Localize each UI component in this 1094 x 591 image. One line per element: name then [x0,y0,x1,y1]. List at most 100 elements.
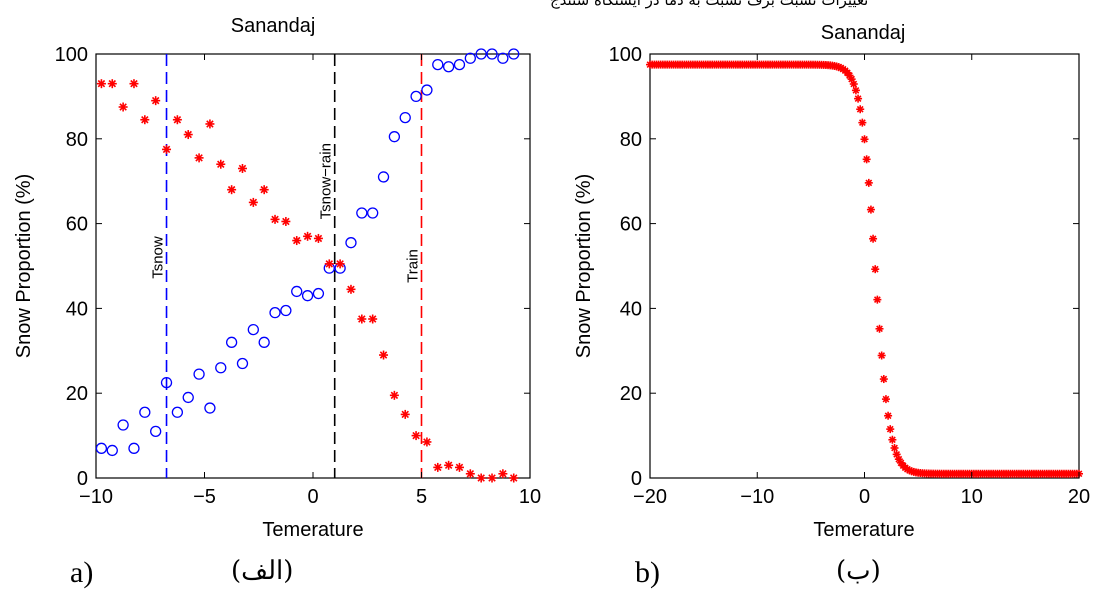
curve-point [862,155,871,164]
rain-point [379,350,389,360]
snow-point [215,362,227,374]
top-caption-strip: تغییرات نسبت برف نسبت به دما در ایستگاه … [550,0,869,9]
snow-point [486,48,498,60]
snow-point [95,442,108,454]
snow-point [171,406,184,418]
curve-point [851,86,860,95]
snow-point [139,406,151,418]
snow-point [508,48,520,60]
rain-point [509,473,519,483]
snow-point [432,58,444,71]
snow-point [225,336,238,348]
snow-point [160,376,173,389]
rain-point [454,462,464,472]
rain-point [389,390,399,400]
threshold-label-0: Tsnow [150,236,167,279]
snow-point [421,84,433,96]
panel-a-title: Sanandaj [231,15,316,37]
rain-point [498,469,508,479]
panel-b-ytick-label: 20 [620,383,642,405]
rain-point [194,153,204,163]
curve-point [864,178,873,187]
rain-point [422,437,432,447]
snow-point [399,111,411,124]
panel-a-ytick-label: 20 [66,383,88,405]
rain-point [227,185,237,195]
snow-point [204,402,216,414]
snow-point [388,131,401,143]
panel-b-ytick-label: 100 [609,44,642,66]
panel-b-xtick-label: −10 [740,486,774,508]
curve-point [886,425,895,434]
curve-point [869,234,878,243]
panel-b-ytick-label: 80 [620,129,642,151]
rain-point [96,79,106,89]
curve-point [877,351,886,360]
curve-point [875,324,884,333]
panel-b-xtick-label: −20 [633,486,667,508]
rain-point [259,185,269,195]
snow-point [312,287,325,300]
caption-b-label: b) [635,556,660,589]
rain-point [129,79,139,89]
snow-point [236,357,249,370]
panel-b-ytick-label: 0 [631,468,642,490]
snow-point [377,171,390,183]
snow-point [106,444,118,457]
snow-point [269,306,281,319]
panel-b-marks [646,60,1083,478]
curve-point [873,295,882,304]
rain-point [335,259,345,269]
curve-point [860,135,869,144]
panel-b-plot-frame [649,53,1080,479]
snow-point [117,419,129,431]
rain-point [281,216,291,226]
panel-b-ticks: −20 −10 0 10 20 0 20 40 60 80 100 [609,44,1091,508]
curve-point [854,94,863,103]
snow-point [464,52,476,64]
snow-point [247,323,259,336]
curve-point [866,205,875,214]
rain-point [357,314,367,324]
snow-point [453,58,466,71]
rain-point [324,259,334,269]
snow-point [182,391,194,404]
panel-b-xtick-label: 10 [961,486,983,508]
panel-b-ytick-label: 40 [620,298,642,320]
snow-point [475,48,487,60]
panel-a-plot-frame [95,53,531,479]
panel-a-ytick-label: 40 [66,298,88,320]
rain-point [444,460,454,470]
rain-point [487,473,497,483]
rain-point [183,130,193,140]
panel-b-title: Sanandaj [821,22,906,44]
panel-a-ytick-label: 80 [66,129,88,151]
snow-point [258,336,270,348]
snow-point [301,290,314,302]
rain-point [346,284,356,294]
panel-b-xtick-label: 20 [1068,486,1090,508]
snow-point [291,285,303,298]
caption-a-arabic: (الف) [231,556,294,586]
panel-a-xtick-label: 0 [307,486,318,508]
rain-point [248,197,258,207]
rain-point [433,462,443,472]
panel-b-xtick-label: 0 [859,486,870,508]
threshold-label-1: Tsnow−rain [318,143,335,219]
rain-point [411,431,421,441]
panel-a-xlabel: Temerature [262,519,363,541]
panel-a-xtick-label: 5 [416,486,427,508]
curve-point [856,105,865,114]
panel-b-ylabel: Snow Proportion (%) [573,174,595,359]
panel-a-xtick-label: −5 [193,486,216,508]
panel-b-xlabel: Temerature [813,519,914,541]
caption-a-label: a) [70,556,94,589]
snow-point [497,52,509,64]
panel-a-ytick-label: 0 [77,468,88,490]
rain-point [368,314,378,324]
snow-point [128,442,140,454]
rain-point [162,144,172,154]
rain-point [216,159,226,169]
